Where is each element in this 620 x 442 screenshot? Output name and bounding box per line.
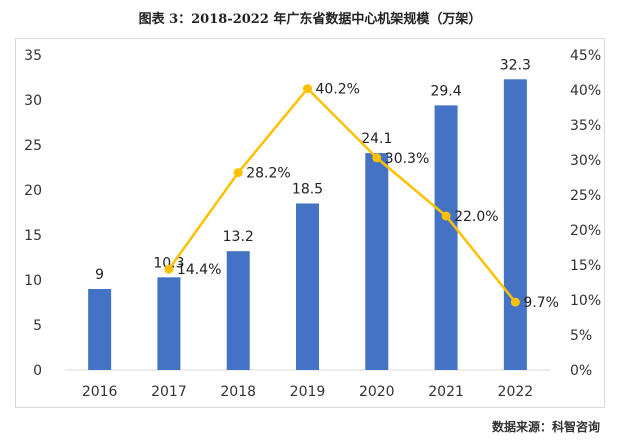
right-axis-tick-label: 40%	[570, 83, 601, 99]
right-axis-tick-label: 45%	[570, 48, 601, 64]
left-axis-tick-label: 0	[33, 363, 42, 379]
line-point-2022	[510, 297, 520, 307]
line-point-2020	[372, 153, 382, 163]
left-axis-tick-label: 5	[33, 318, 42, 334]
left-axis-tick-label: 35	[24, 48, 42, 64]
bar-2021	[434, 105, 458, 371]
chart-frame	[15, 38, 605, 408]
right-axis-tick-label: 15%	[570, 258, 601, 274]
x-axis-tick-label: 2018	[220, 384, 256, 400]
left-axis-tick-label: 30	[24, 93, 42, 109]
left-axis-tick-label: 15	[24, 228, 42, 244]
right-axis-tick-label: 35%	[570, 118, 601, 134]
bar-2020	[365, 153, 389, 370]
growth-rate-line	[167, 86, 517, 303]
bar-data-label: 29.4	[430, 83, 461, 99]
bar-data-label: 32.3	[500, 57, 531, 73]
line-point-2017	[164, 264, 174, 274]
bar-2022	[503, 79, 527, 371]
right-axis-ticks: 0% 5% 10% 15% 20% 25% 30% 35% 40% 45%	[570, 48, 601, 379]
bar-data-labels: 910.313.218.524.129.432.3	[95, 57, 531, 283]
x-axis-tick-label: 2017	[151, 384, 187, 400]
right-axis-tick-label: 30%	[570, 153, 601, 169]
line-data-label: 9.7%	[523, 295, 559, 311]
right-axis-tick-label: 0%	[570, 363, 592, 379]
line-point-2018	[233, 168, 243, 178]
right-axis-tick-label: 10%	[570, 293, 601, 309]
data-source: 数据来源：科智咨询	[491, 420, 600, 434]
x-axis-tick-label: 2020	[359, 384, 395, 400]
line-data-label: 40.2%	[316, 82, 360, 98]
right-axis-tick-label: 25%	[570, 188, 601, 204]
line-point-2021	[441, 211, 451, 221]
left-axis-tick-label: 20	[24, 183, 42, 199]
line-data-label: 22.0%	[454, 209, 498, 225]
x-axis-tick-label: 2022	[498, 384, 534, 400]
x-axis-tick-label: 2016	[82, 384, 118, 400]
line-data-labels: 14.4% 28.2% 40.2% 30.3% 22.0% 9.7%	[177, 82, 559, 312]
left-axis-tick-label: 25	[24, 138, 42, 154]
line-point-2019	[303, 84, 312, 94]
left-axis-ticks: 0 5 10 15 20 25 30 35	[24, 48, 42, 379]
chart-title: 图表 3：2018-2022 年广东省数据中心机架规模（万架）	[138, 12, 482, 27]
line-series	[164, 84, 520, 307]
left-axis-tick-label: 10	[24, 273, 42, 289]
bar-data-label: 24.1	[361, 131, 392, 147]
bar-2017	[157, 277, 181, 370]
line-data-label: 14.4%	[177, 262, 221, 278]
x-axis-tick-label: 2021	[428, 384, 464, 400]
x-axis-tick-label: 2019	[290, 384, 326, 400]
right-axis-tick-label: 20%	[570, 223, 601, 239]
bar-2019	[296, 203, 319, 370]
x-axis-ticks: 2016 2017 2018 2019 2020 2021 2022	[82, 384, 533, 400]
bar-data-label: 18.5	[292, 182, 323, 198]
bar-data-label: 9	[95, 267, 104, 283]
bar-2018	[226, 251, 250, 370]
line-data-label: 28.2%	[246, 166, 290, 182]
bar-series	[88, 79, 527, 371]
line-data-label: 30.3%	[385, 151, 429, 167]
bar-data-label: 13.2	[223, 229, 254, 245]
right-axis-tick-label: 5%	[570, 328, 592, 344]
bar-2016	[88, 289, 112, 370]
